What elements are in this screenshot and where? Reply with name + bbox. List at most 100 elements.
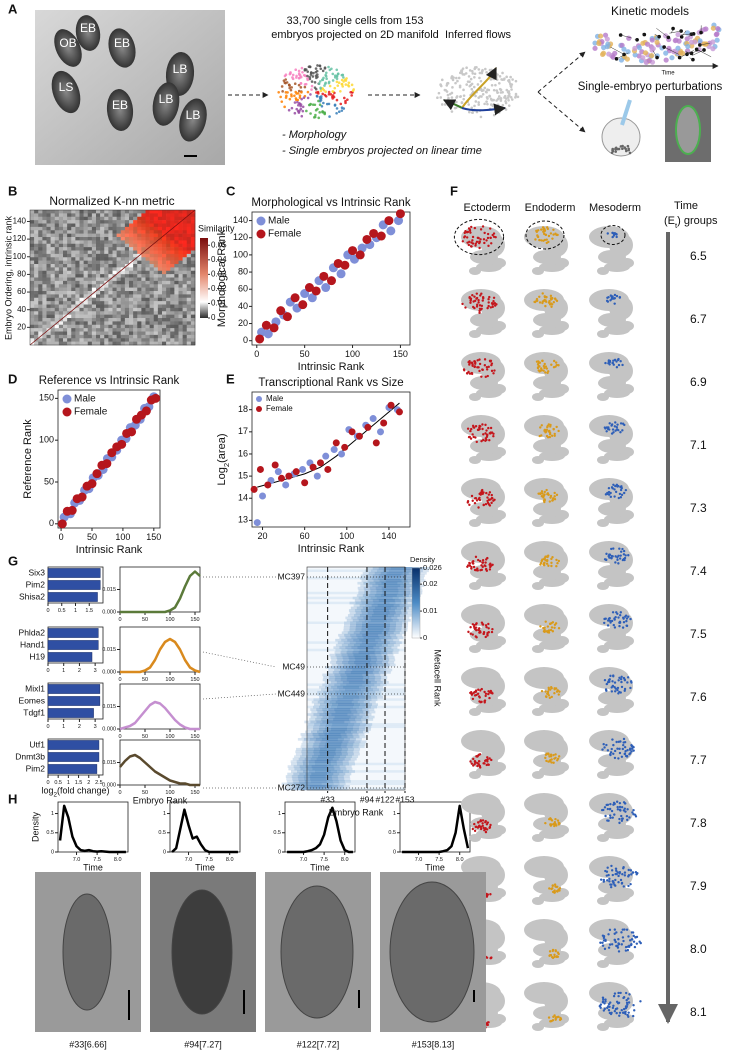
heatmap-cell [120,304,126,309]
heatmap-cell [166,216,171,221]
heatmap-cell [83,213,89,218]
manifold-cell [299,82,303,85]
cell-dot [478,559,482,563]
heatmap-cell [75,250,80,255]
heatmap-cell [124,307,130,312]
cell-dot [544,620,547,623]
x-tick-label: 7.5 [205,857,213,863]
manifold-cell [291,77,295,81]
cell-dot [471,239,474,242]
heatmap-cell [141,331,146,336]
heatmap-cell [108,287,113,292]
heatmap-row [297,737,362,741]
heatmap-cell [129,277,134,282]
cell-dot [621,558,625,562]
cell-dot [475,305,479,308]
cell-dot [551,1018,555,1022]
x-axis-label: Intrinsic Rank [76,544,143,556]
heatmap-row [339,646,392,649]
y-tick-label: 0.5 [273,830,281,836]
heatmap-cell [133,216,138,221]
heatmap-cell [124,297,130,302]
flow-cell [501,90,504,94]
heatmap-cell [133,311,138,315]
heatmap-cell [50,287,56,292]
heatmap-cell [162,311,167,315]
heatmap-cell [174,267,179,272]
cell-dot [622,867,625,870]
heatmap-cell [112,291,117,295]
heatmap-cell [129,253,134,258]
heatmap-cell [116,321,122,326]
cell-dot [557,755,561,758]
heatmap-cell [75,287,80,292]
cell-dot [608,1011,612,1015]
heatmap-row [321,718,362,721]
heatmap-cell [34,220,39,224]
heatmap-cell [166,321,171,326]
heatmap-cell [58,311,64,315]
heatmap-cell [34,226,39,231]
heatmap-cell [137,230,142,234]
heatmap-cell [75,318,80,322]
heatmap-cell [50,311,56,315]
heatmap-cell [129,321,134,326]
heatmap-cell [186,223,192,228]
flow-cell [473,75,476,79]
heatmap-cell [129,233,134,238]
cell-dot [539,625,542,628]
cell-dot [555,493,559,497]
cell-dot [485,435,489,439]
heatmap-cell [166,318,171,322]
cell-dot [553,883,557,886]
heatmap-cell [174,280,179,285]
heatmap-cell [166,253,171,258]
cell-dot [630,931,634,934]
heatmap-cell [79,223,84,228]
heatmap-cell [129,240,134,245]
heatmap-row [365,631,382,635]
heatmap-noise [307,641,405,644]
heatmap-row [377,604,394,607]
cell-dot [616,808,620,811]
heatmap-cell [141,240,146,245]
point [324,465,332,473]
flow-cell [489,97,493,101]
manifold-cell [296,100,299,104]
cell-dot [470,371,474,375]
cell-dot [549,297,553,300]
legend-label: Male [268,216,290,227]
x-tick-label: 0 [46,668,49,674]
heatmap-cell [83,260,89,265]
perturbed-embryo [601,117,641,157]
heatmap-cell [190,334,196,339]
highlight [453,218,505,256]
cell-dot [540,689,544,693]
heatmap-cell [87,270,93,275]
manifold-cell [298,109,301,112]
heatmap-row [337,666,378,669]
heatmap-cell [96,233,101,238]
cell-dot [610,869,614,872]
heatmap-row [345,688,362,692]
heatmap-row [356,623,397,627]
heatmap-cell [71,334,76,339]
heatmap-row [363,586,416,590]
heatmap-cell [58,328,64,332]
cell-dot [540,559,544,563]
cell-dot [555,558,558,562]
cell-dot [485,491,488,495]
heatmap-cell [91,270,97,275]
cell-dot [623,874,627,877]
heatmap-cell [162,304,167,309]
heatmap-cell [100,328,105,332]
point [355,432,363,440]
heatmap-cell [108,338,113,342]
heatmap-row [349,666,366,669]
cell-dot [603,617,606,621]
heatmap-row [338,703,355,706]
heatmap-row [317,710,370,714]
heatmap-cell [50,220,56,224]
heatmap-cell [166,297,171,302]
heatmap-cell [71,341,76,346]
